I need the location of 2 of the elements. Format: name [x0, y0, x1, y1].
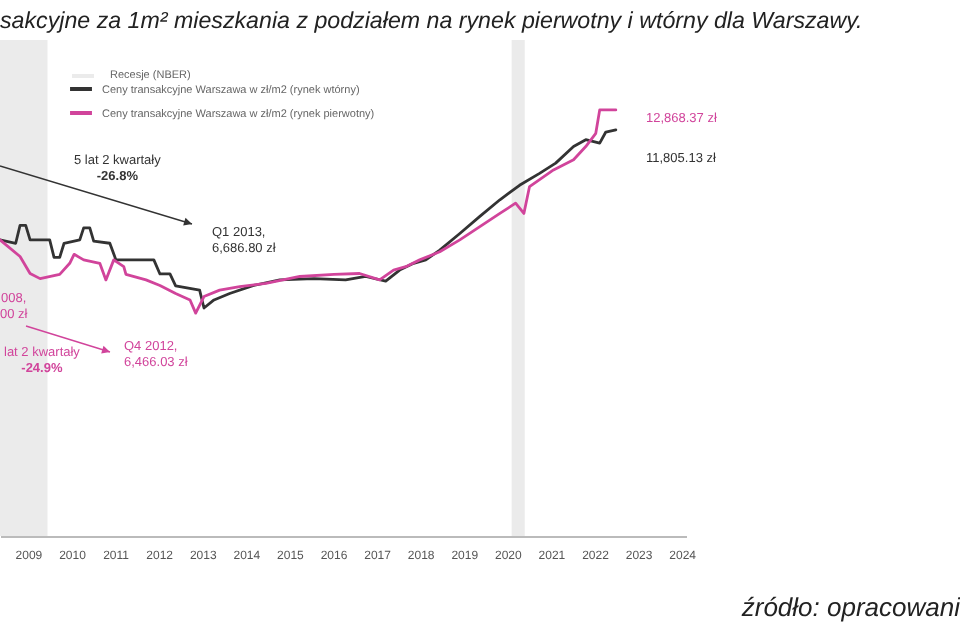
text: źródło: opracowani	[741, 592, 960, 622]
chart-title: sakcyjne za 1m² mieszkania z podziałem na rynek pierwotny i wtórny dla Warszawy.	[0, 8, 863, 34]
